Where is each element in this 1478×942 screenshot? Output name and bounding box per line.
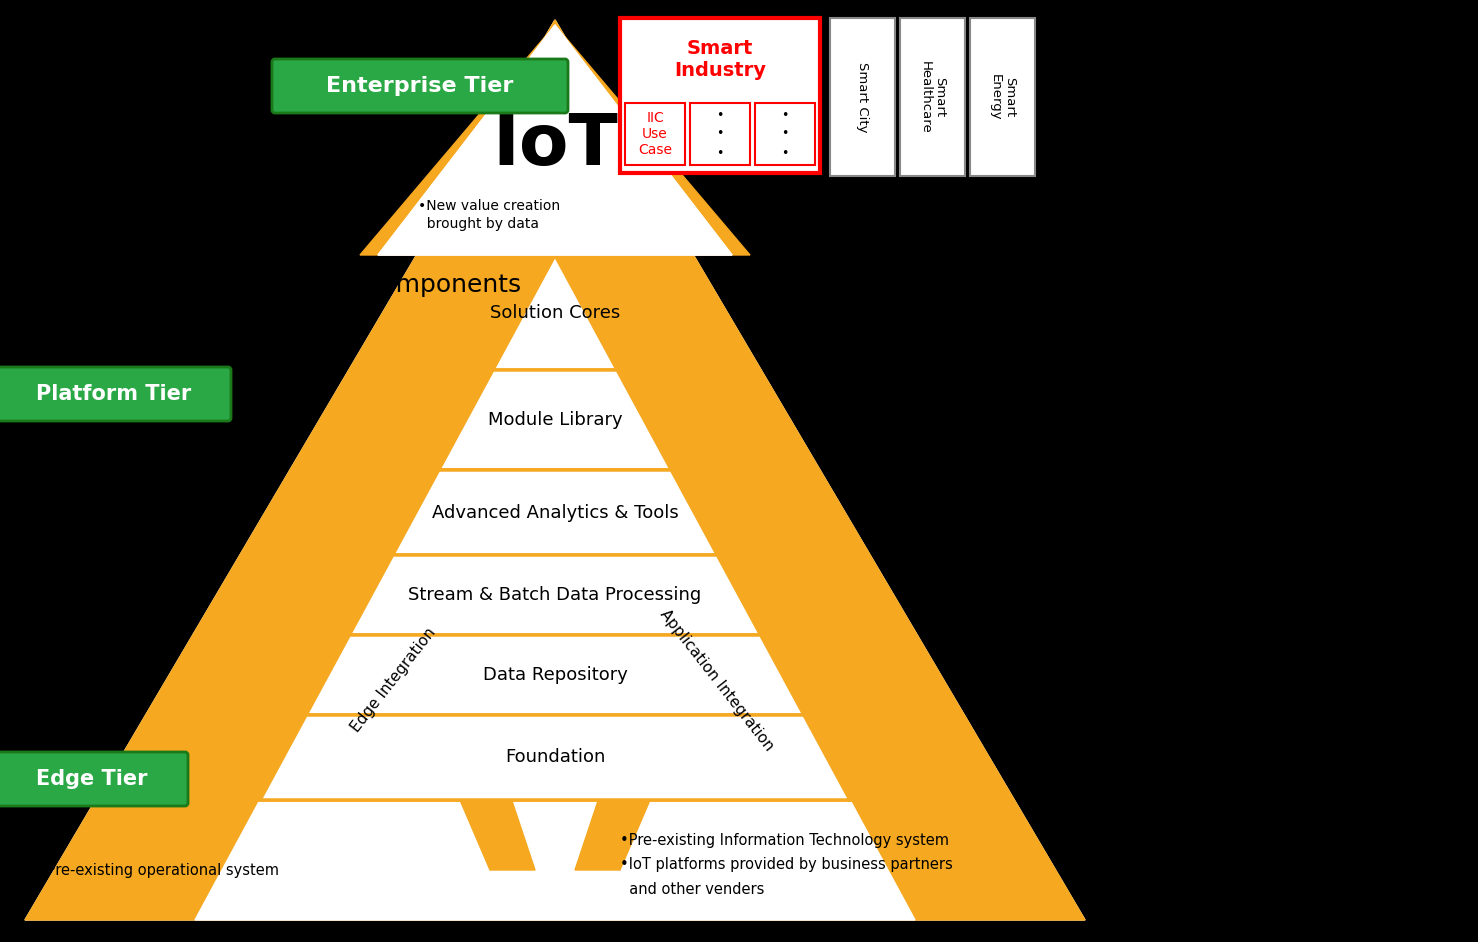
Polygon shape [393,470,717,555]
FancyBboxPatch shape [0,752,188,806]
Polygon shape [393,470,717,555]
FancyBboxPatch shape [625,103,684,165]
Polygon shape [378,25,732,255]
FancyBboxPatch shape [900,18,965,176]
Text: IIC
Use
Case: IIC Use Case [638,111,672,157]
Text: Smart
Healthcare: Smart Healthcare [918,60,946,134]
Text: Smart City: Smart City [856,62,869,132]
Text: •
•
•: • • • [717,108,724,159]
Text: IT: IT [927,485,1004,555]
Polygon shape [349,555,761,635]
Polygon shape [195,255,915,920]
Polygon shape [349,555,761,635]
Polygon shape [492,255,618,370]
Text: •IoT platforms provided by business partners: •IoT platforms provided by business part… [619,857,953,872]
Text: Module Library: Module Library [488,411,622,429]
Polygon shape [260,715,850,800]
Polygon shape [260,715,850,800]
Text: Smart
Energy: Smart Energy [989,73,1017,121]
FancyBboxPatch shape [755,103,814,165]
Polygon shape [306,635,804,715]
Polygon shape [361,25,749,255]
Polygon shape [25,20,1085,920]
FancyBboxPatch shape [970,18,1035,176]
Text: Stream & Batch Data Processing: Stream & Batch Data Processing [408,586,702,604]
Text: Edge Integration: Edge Integration [347,625,439,735]
Text: Data Repository: Data Repository [482,666,628,684]
Text: and other venders: and other venders [619,883,764,898]
Text: •Pre-existing operational system: •Pre-existing operational system [38,863,279,878]
Polygon shape [25,20,1085,920]
Text: Lumada: Lumada [148,268,309,302]
Text: Enterprise Tier: Enterprise Tier [327,76,514,96]
Polygon shape [355,555,535,870]
Polygon shape [378,25,732,255]
FancyBboxPatch shape [619,18,820,173]
Text: Application Integration: Application Integration [658,607,777,754]
Text: •New value creation
  brought by data: •New value creation brought by data [418,199,560,231]
Text: Advanced Analytics & Tools: Advanced Analytics & Tools [432,504,678,522]
Text: OT: OT [112,485,223,555]
Polygon shape [439,370,671,470]
FancyBboxPatch shape [0,367,231,421]
Text: Platform Tier: Platform Tier [37,384,192,404]
FancyBboxPatch shape [690,103,749,165]
Text: Foundation: Foundation [505,749,605,767]
Text: Edge Tier: Edge Tier [37,769,148,789]
Text: •Pre-existing Information Technology system: •Pre-existing Information Technology sys… [619,833,949,848]
Text: •
•
•: • • • [782,108,789,159]
Polygon shape [306,635,804,715]
Text: Smart
Industry: Smart Industry [674,40,766,80]
FancyBboxPatch shape [831,18,896,176]
FancyBboxPatch shape [272,59,568,113]
Text: Components: Components [355,273,522,297]
Text: Solution Cores: Solution Cores [489,303,621,321]
Polygon shape [575,555,755,870]
Text: IoT: IoT [492,110,618,180]
